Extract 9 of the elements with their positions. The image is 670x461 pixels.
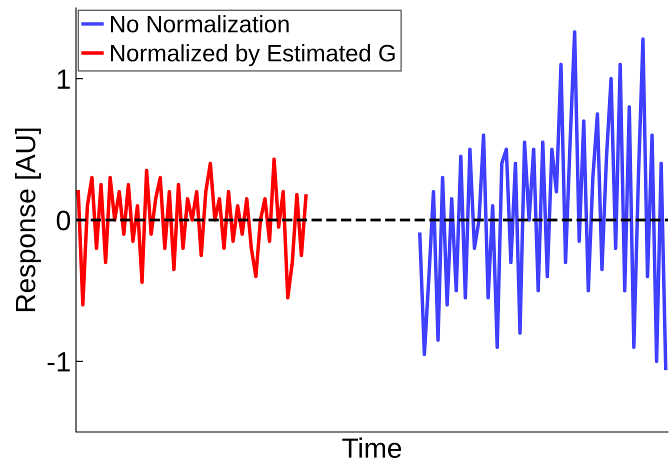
y-axis-title: Response [AU] bbox=[14, 128, 41, 312]
line-series bbox=[76, 157, 308, 307]
line-series bbox=[418, 30, 668, 370]
x-axis-title: Time bbox=[342, 438, 402, 458]
y-tick-label: 1 bbox=[58, 70, 70, 89]
legend-label: No Normalization bbox=[110, 15, 289, 32]
y-tick-label: 0 bbox=[56, 210, 70, 230]
y-tick-label: -1 bbox=[48, 352, 70, 372]
legend-label: Normalized by Estimated G bbox=[110, 44, 395, 66]
